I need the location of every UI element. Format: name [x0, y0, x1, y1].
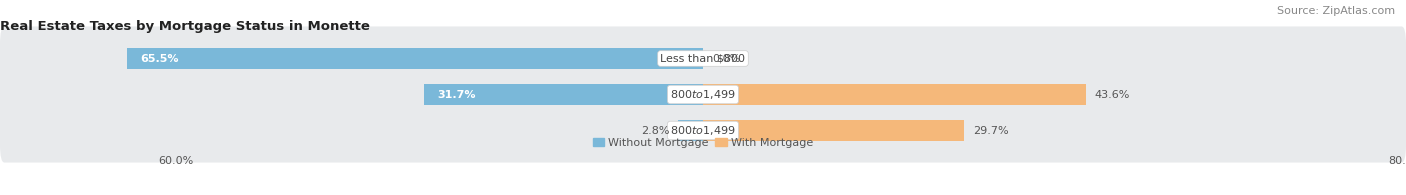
Text: Source: ZipAtlas.com: Source: ZipAtlas.com [1277, 6, 1395, 16]
Text: 65.5%: 65.5% [141, 53, 179, 64]
FancyBboxPatch shape [0, 98, 1406, 163]
Text: Less than $800: Less than $800 [661, 53, 745, 64]
Text: Real Estate Taxes by Mortgage Status in Monette: Real Estate Taxes by Mortgage Status in … [0, 20, 370, 33]
Text: 31.7%: 31.7% [437, 90, 477, 99]
Bar [128, 48, 703, 69]
Bar [703, 120, 965, 141]
Text: $800 to $1,499: $800 to $1,499 [671, 88, 735, 101]
FancyBboxPatch shape [0, 27, 1406, 90]
Text: 2.8%: 2.8% [641, 126, 669, 136]
Text: 43.6%: 43.6% [1095, 90, 1130, 99]
Text: 29.7%: 29.7% [973, 126, 1008, 136]
Bar [703, 84, 1087, 105]
Bar [678, 120, 703, 141]
Bar [425, 84, 703, 105]
FancyBboxPatch shape [0, 62, 1406, 127]
Legend: Without Mortgage, With Mortgage: Without Mortgage, With Mortgage [588, 133, 818, 152]
Text: 0.0%: 0.0% [711, 53, 740, 64]
Text: $800 to $1,499: $800 to $1,499 [671, 124, 735, 137]
